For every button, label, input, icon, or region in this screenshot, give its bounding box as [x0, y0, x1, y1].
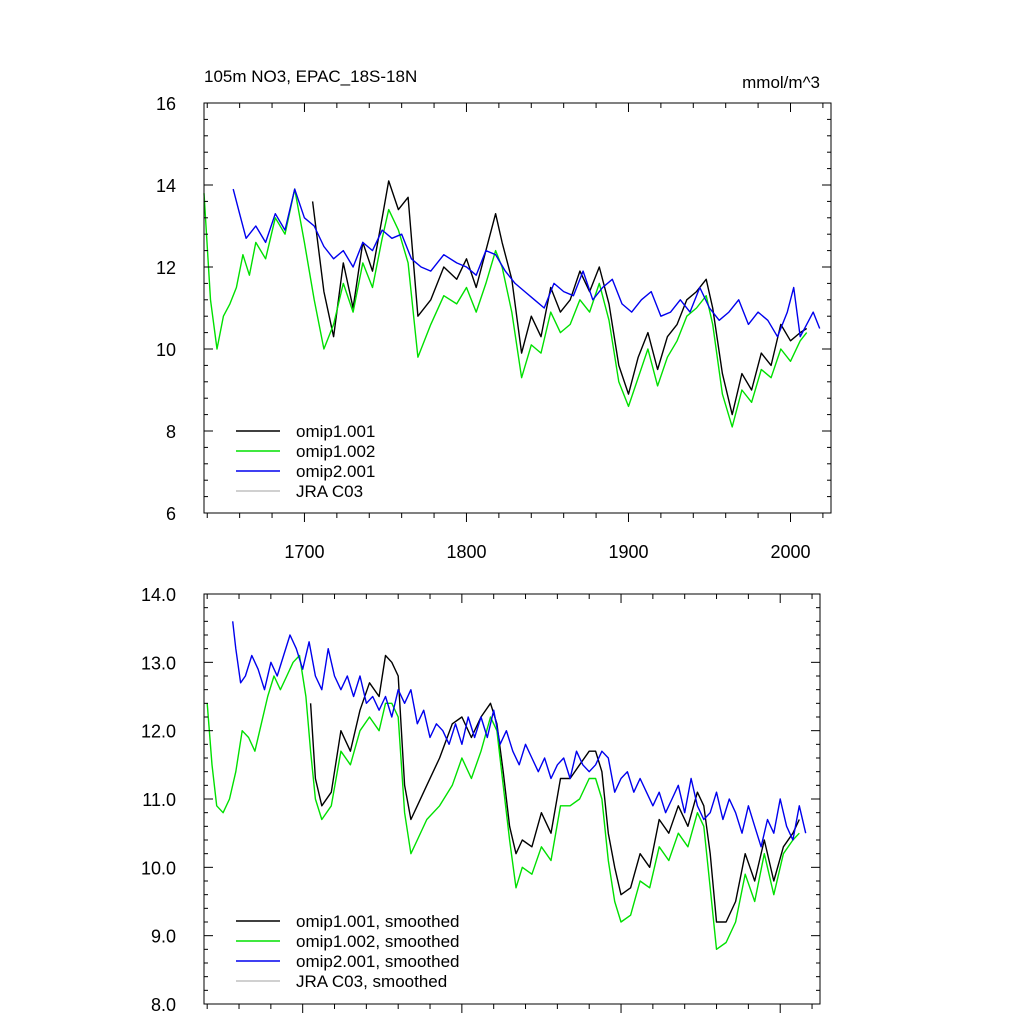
top-y-tick-label: 16: [156, 94, 176, 114]
top-legend-label-4: JRA C03: [296, 482, 363, 501]
top-plot-area: [203, 180, 821, 428]
top-panel: 105m NO3, EPAC_18S-18N mmol/m^3 6 8 10 12 14…: [156, 67, 832, 562]
top-series-line-1: [311, 180, 808, 416]
top-series-line-3: [232, 188, 821, 338]
bottom-legend-label-3: omip2.001, smoothed: [296, 952, 460, 971]
bottom-legend-label-1: omip1.001, smoothed: [296, 912, 460, 931]
bottom-panel: 8.0 9.0 10.0 11.0 12.0 13.0 14.0 omip1.001, sm…: [141, 585, 821, 1015]
bottom-y-tick-label: 14.0: [141, 585, 176, 605]
bottom-axes: 8.0 9.0 10.0 11.0 12.0 13.0 14.0: [141, 585, 820, 1015]
top-x-tick-label: 1700: [284, 542, 324, 562]
bottom-y-tick-label: 8.0: [151, 995, 176, 1015]
bottom-legend-label-4: JRA C03, smoothed: [296, 972, 447, 991]
top-x-tick-label: 2000: [770, 542, 810, 562]
top-plot-frame: [203, 102, 832, 514]
top-chart-title: 105m NO3, EPAC_18S-18N: [204, 67, 417, 86]
bottom-y-tick-label: 13.0: [141, 653, 176, 673]
bottom-y-tick-label: 12.0: [141, 722, 176, 742]
bottom-y-tick-label: 11.0: [142, 790, 176, 810]
top-axes: 6 8 10 12 14 16 1700 1800 1900 2000: [156, 94, 831, 562]
top-x-tick-label: 1800: [446, 542, 486, 562]
bottom-plot-area: [206, 621, 807, 950]
bottom-y-tick-label: 9.0: [151, 927, 176, 947]
top-y-tick-label: 14: [156, 176, 176, 196]
bottom-series-line-1: [309, 654, 800, 923]
top-legend-label-2: omip1.002: [296, 442, 375, 461]
top-y-tick-label: 10: [156, 340, 176, 360]
bottom-legend-label-2: omip1.002, smoothed: [296, 932, 460, 951]
top-chart-units: mmol/m^3: [742, 73, 820, 92]
bottom-series-line-2: [206, 654, 800, 950]
bottom-y-tick-label: 10.0: [141, 858, 176, 878]
top-x-tick-label: 1900: [608, 542, 648, 562]
top-legend-label-3: omip2.001: [296, 462, 375, 481]
top-legend-label-1: omip1.001: [296, 422, 375, 441]
top-series-line-2: [203, 188, 808, 428]
bottom-series-line-3: [232, 621, 807, 848]
top-y-tick-label: 12: [156, 258, 176, 278]
top-y-tick-label: 8: [166, 422, 176, 442]
top-y-tick-label: 6: [166, 504, 176, 524]
